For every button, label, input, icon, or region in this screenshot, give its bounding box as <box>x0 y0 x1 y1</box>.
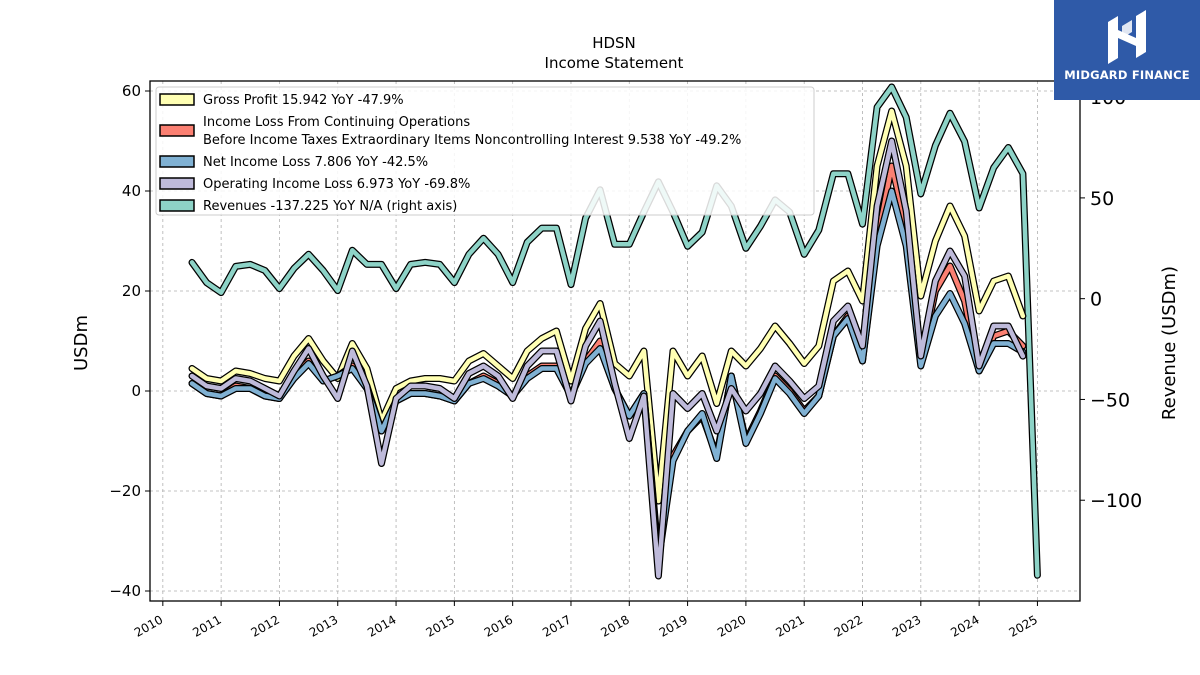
x-tick-label: 2020 <box>715 612 748 639</box>
chart-subtitle: Income Statement <box>545 54 684 72</box>
chart-title: HDSN <box>592 34 636 52</box>
x-tick-label: 2014 <box>365 612 398 639</box>
y-tick-label: 60 <box>122 82 141 100</box>
legend-swatch-gross_profit <box>159 93 195 106</box>
y-tick-label: 20 <box>122 282 141 300</box>
y-tick-label: −20 <box>109 482 141 500</box>
y-tick-label: 40 <box>122 182 141 200</box>
x-tick-label: 2013 <box>307 612 340 639</box>
y-tick-label: 0 <box>131 382 141 400</box>
x-tick-label: 2018 <box>598 612 631 639</box>
y-right-tick-label: 50 <box>1090 188 1114 210</box>
brand-name: MIDGARD FINANCE <box>1064 68 1190 82</box>
legend-label-operating_income: Operating Income Loss 6.973 YoY -69.8% <box>203 177 470 192</box>
x-tick-label: 2016 <box>482 612 515 639</box>
x-tick-label: 2022 <box>832 612 865 639</box>
x-tick-label: 2010 <box>132 612 165 639</box>
plot-frame <box>149 80 1081 602</box>
x-tick-label: 2021 <box>773 612 806 639</box>
brand-logo: MIDGARD FINANCE <box>1054 0 1200 100</box>
legend: Gross Profit 15.942 YoY -47.9% Income Los… <box>155 86 815 216</box>
y-axis-right-label: Revenue (USDm) <box>1159 266 1180 420</box>
legend-swatch-operating_income <box>159 177 195 190</box>
series-line-operating_income <box>189 138 1026 579</box>
legend-swatch-net_income <box>159 155 195 168</box>
series-line-net_income <box>189 188 1026 564</box>
series-layer <box>188 83 1041 580</box>
legend-label-net_income: Net Income Loss 7.806 YoY -42.5% <box>203 155 428 170</box>
midgard-logo-icon <box>1108 10 1146 64</box>
x-tick-label: 2024 <box>948 612 981 639</box>
series-line-gross_profit <box>189 108 1026 504</box>
x-tick-label: 2011 <box>190 612 223 639</box>
legend-swatch-income_loss <box>159 124 195 137</box>
y-tick-label: −40 <box>109 582 141 600</box>
x-tick-label: 2019 <box>657 612 690 639</box>
legend-label-income_loss: Before Income Taxes Extraordinary Items … <box>203 133 741 148</box>
legend-label-income_loss: Income Loss From Continuing Operations <box>203 115 470 130</box>
series-line-revenues <box>189 84 1040 578</box>
x-tick-label: 2015 <box>423 612 456 639</box>
legend-swatch-revenues <box>159 199 195 212</box>
x-tick-label: 2012 <box>249 612 282 639</box>
y-right-tick-label: 0 <box>1090 289 1102 311</box>
y-axis-label: USDm <box>71 315 92 371</box>
legend-label-gross_profit: Gross Profit 15.942 YoY -47.9% <box>203 93 404 108</box>
x-tick-label: 2025 <box>1007 612 1040 639</box>
y-right-tick-label: −100 <box>1090 490 1142 512</box>
x-tick-label: 2017 <box>540 612 573 639</box>
y-right-tick-label: −50 <box>1090 389 1130 411</box>
legend-label-revenues: Revenues -137.225 YoY N/A (right axis) <box>203 199 457 214</box>
legend-box <box>155 86 815 216</box>
x-tick-label: 2023 <box>890 612 923 639</box>
axes: 2010 2011 2012 2013 2014 2015 2016 2017 2018 2019… <box>109 82 1142 640</box>
